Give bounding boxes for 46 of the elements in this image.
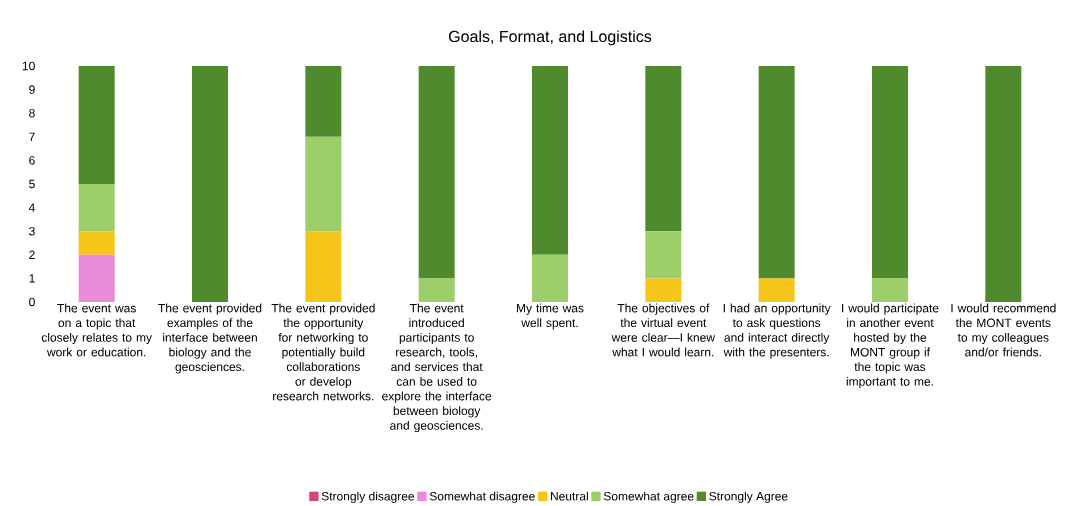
bar — [418, 278, 455, 302]
legend-label: Strongly disagree — [321, 491, 415, 503]
category-label: The event introduced participants to research, tools, and services that can be used to explore the interface between biology and geosciences. — [382, 303, 492, 433]
y-tick-label: 3 — [29, 226, 35, 236]
bar — [871, 65, 908, 279]
bar — [418, 65, 455, 279]
bar — [871, 278, 908, 302]
bar — [78, 65, 115, 184]
bar — [305, 136, 342, 232]
x-tick-label: I had an opportunity to ask questions and interact directly with the presenters. — [723, 303, 831, 359]
bar — [305, 231, 342, 302]
x-tick-label: I would recommend the MONT events to my colleagues and/or friends. — [951, 303, 1056, 357]
bar — [78, 254, 115, 302]
y-tick-label: 9 — [29, 85, 35, 94]
legend-label: Somewhat agree — [603, 491, 694, 503]
bar — [78, 183, 115, 232]
y-tick-label: 0 — [29, 297, 35, 307]
legend-label: Neutral — [550, 491, 588, 501]
x-tick-label: The objectives of the virtual event were clear—I knew what I would learn. — [611, 303, 716, 357]
y-tick-label: 1 — [29, 274, 35, 283]
bar — [645, 65, 682, 232]
bar — [985, 65, 1022, 302]
chart-title: Goals, Format, and Logistics — [448, 30, 652, 46]
y-tick-label: 4 — [28, 203, 35, 212]
legend-label: Somewhat disagree — [429, 491, 535, 503]
y-tick-label: 10 — [22, 61, 35, 71]
bar — [758, 65, 795, 279]
x-tick-label: The event was on a topic that closely relates to my work or education. — [41, 303, 152, 357]
bar — [532, 65, 568, 255]
bar — [758, 278, 795, 302]
bar — [645, 231, 682, 279]
bar — [192, 65, 229, 302]
y-tick-label: 8 — [29, 108, 35, 118]
x-tick-label: My time was well spent. — [516, 303, 584, 330]
bar — [532, 254, 568, 302]
y-tick-label: 2 — [29, 250, 35, 259]
x-tick-label: I would participate in another event hosted by the MONT group if the topic was important to me. — [842, 303, 939, 389]
y-tick-label: 5 — [29, 179, 35, 189]
y-tick-label: 6 — [29, 156, 35, 165]
bar — [645, 278, 682, 302]
bar — [78, 231, 115, 255]
x-tick-label: The event provided the opportunity for networking to potentially build collaborations or develop research networks. — [271, 303, 375, 401]
y-tick-label: 7 — [29, 132, 35, 141]
bar — [305, 65, 342, 137]
legend-label: Strongly Agree — [709, 491, 788, 503]
x-tick-label: The event provided examples of the interface between biology and the geosciences. — [158, 303, 262, 374]
